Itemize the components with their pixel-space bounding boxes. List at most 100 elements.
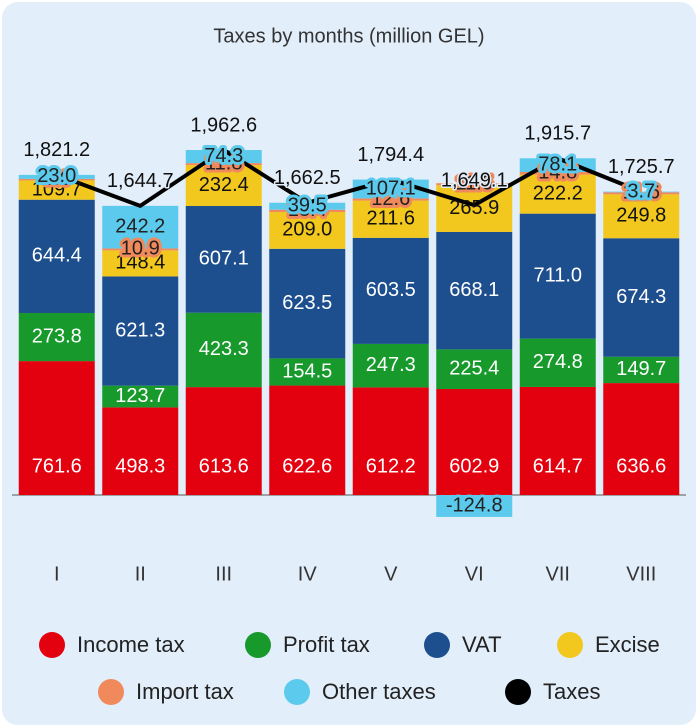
x-tick-label: III	[215, 563, 232, 585]
bar-segment	[269, 248, 346, 359]
legend-label: Taxes	[543, 679, 600, 704]
data-label: 14.8	[538, 162, 577, 184]
bar-segment	[269, 358, 346, 386]
bar-segment	[603, 238, 680, 357]
bar-segment	[603, 192, 680, 195]
data-label: 621.3	[115, 319, 165, 341]
bar-segment	[436, 389, 513, 495]
line-series	[56, 148, 642, 208]
data-label: 225.4	[449, 357, 499, 379]
data-label: 149.7	[616, 358, 666, 380]
bar-segment	[185, 165, 262, 207]
bar-segment	[352, 198, 429, 201]
legend-item: Import tax	[98, 679, 234, 705]
data-label: 498.3	[115, 455, 165, 477]
data-label: 1,821.2	[23, 139, 90, 161]
data-label: 623.5	[282, 292, 332, 314]
data-label: 209.0	[282, 219, 332, 241]
data-label: 644.4	[32, 245, 82, 267]
bar-segment	[102, 385, 179, 408]
data-label: 11.6	[623, 182, 660, 204]
data-label: 1,662.5	[274, 167, 341, 189]
bar-segment	[436, 231, 513, 350]
bar-segment	[436, 495, 513, 517]
bar-segment	[603, 356, 680, 384]
legend-label: Profit tax	[283, 632, 370, 657]
data-label: 423.3	[199, 338, 249, 360]
data-label: 154.5	[282, 360, 332, 382]
bar-segment	[352, 237, 429, 344]
legend-label: VAT	[462, 632, 502, 657]
legend-item: Profit tax	[245, 632, 370, 658]
bar-segment	[519, 386, 596, 495]
data-label: 109.7	[32, 178, 82, 200]
data-label: 8.6	[43, 168, 71, 190]
legend-swatch	[424, 632, 450, 658]
bar-segment	[102, 250, 179, 277]
data-label: 273.8	[32, 325, 82, 347]
data-label: 247.3	[366, 354, 416, 376]
x-tick-label: VI	[465, 563, 484, 585]
bar-segment	[269, 385, 346, 495]
bar-segment	[603, 191, 680, 193]
data-label: 612.2	[366, 455, 416, 477]
legend-label: Income tax	[77, 632, 185, 657]
data-label: 232.4	[199, 174, 249, 196]
x-tick-label: VII	[546, 563, 570, 585]
x-tick-label: I	[54, 563, 60, 585]
legend-swatch	[39, 632, 65, 658]
data-label: 1,644.7	[107, 170, 174, 192]
data-label: 603.5	[366, 279, 416, 301]
bar-segment	[18, 361, 95, 495]
data-label: 3.7	[627, 180, 655, 202]
data-label: 1,915.7	[524, 123, 591, 145]
legend-swatch	[98, 679, 124, 705]
data-label: 674.3	[616, 286, 666, 308]
legend-label: Import tax	[136, 679, 234, 704]
bar-segment	[102, 205, 179, 249]
data-label: 23.0	[37, 165, 76, 187]
data-label: 614.7	[533, 455, 583, 477]
data-label: 249.8	[616, 205, 666, 227]
data-label: 636.6	[616, 455, 666, 477]
bar-segment	[352, 200, 429, 238]
data-label: 123.7	[115, 385, 165, 407]
data-label: 222.2	[533, 182, 583, 204]
data-label: 10.9	[121, 238, 160, 260]
x-tick-label: V	[384, 563, 398, 585]
data-label: 11.5	[456, 172, 493, 194]
x-tick-label: II	[135, 563, 146, 585]
legend-item: VAT	[424, 632, 502, 658]
data-label: 274.8	[533, 351, 583, 373]
bar-segment	[519, 338, 596, 387]
bar-segment	[269, 212, 346, 249]
bar-segment	[18, 178, 95, 181]
data-label: 148.4	[115, 252, 165, 274]
data-label: 242.2	[115, 215, 165, 237]
data-label: 607.1	[199, 248, 249, 270]
data-label: 1,962.6	[190, 114, 257, 136]
legend-swatch	[245, 632, 271, 658]
data-label: 265.9	[449, 197, 499, 219]
bar-segment	[102, 248, 179, 251]
data-label: 761.6	[32, 455, 82, 477]
bar-segment	[519, 171, 596, 175]
legend-item: Taxes	[505, 679, 600, 705]
bar-segment	[603, 194, 680, 239]
bar-segment	[18, 312, 95, 362]
data-label: 1,794.4	[357, 144, 424, 166]
data-label: 11.8	[205, 152, 242, 174]
data-label: 602.9	[449, 455, 499, 477]
bar-segment	[603, 383, 680, 495]
legend-item: Income tax	[39, 632, 185, 658]
legend-swatch	[284, 679, 310, 705]
bar-segment	[436, 349, 513, 390]
bar-segment	[519, 174, 596, 214]
x-tick-label: VIII	[626, 563, 656, 585]
data-label: 1,649.1	[441, 169, 508, 191]
data-label: 107.1	[366, 177, 416, 199]
legend-item: Other taxes	[284, 679, 436, 705]
data-label: 211.6	[366, 208, 415, 230]
data-label: 622.6	[282, 455, 332, 477]
